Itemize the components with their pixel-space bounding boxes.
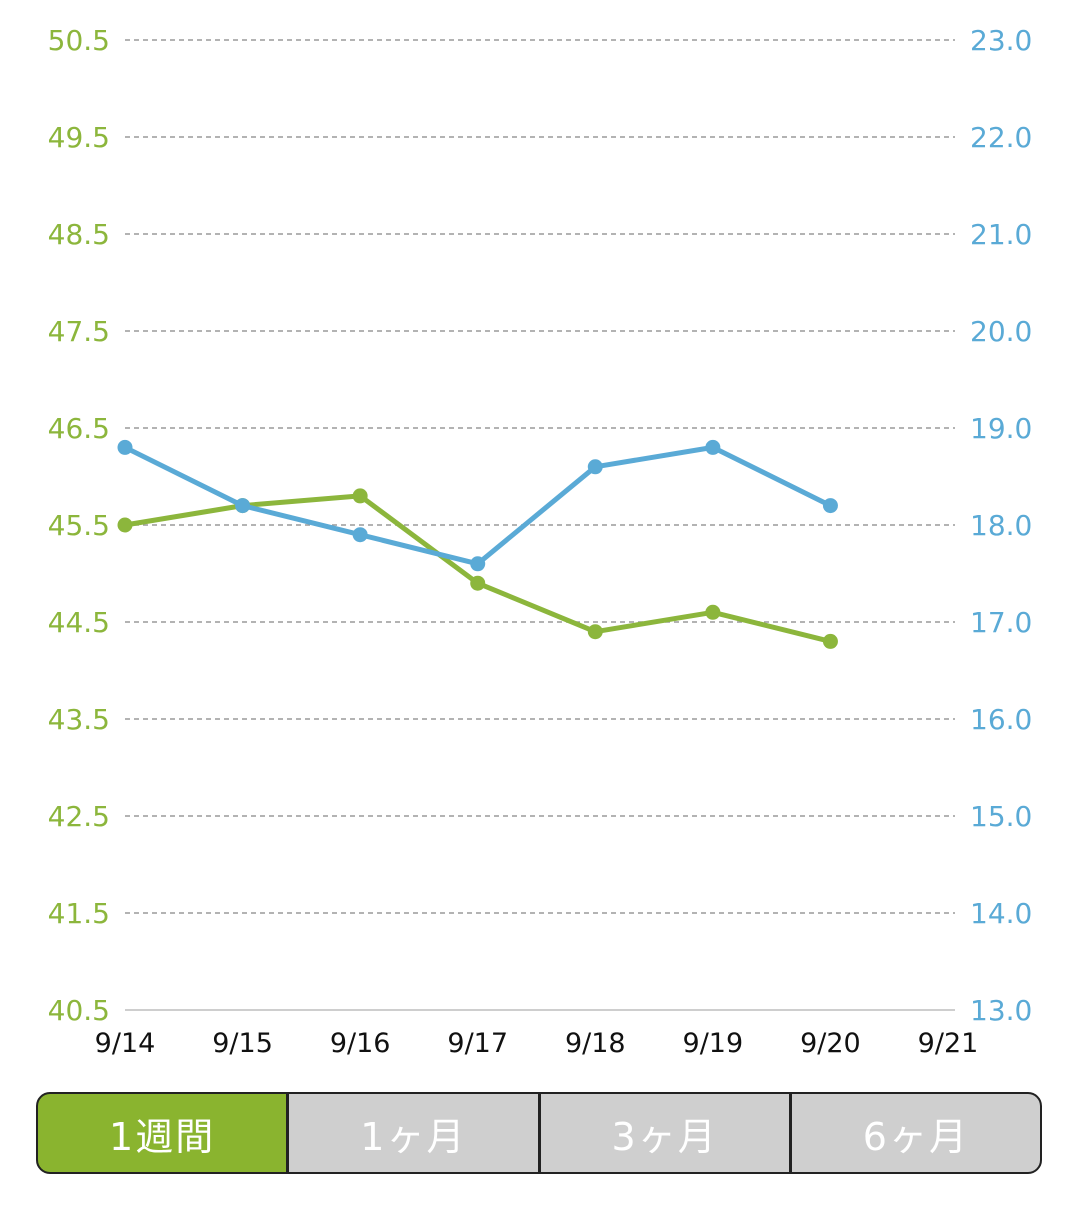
blue-series-point	[705, 439, 721, 455]
y-left-tick-label: 46.5	[48, 412, 110, 445]
left-y-axis: 50.5 49.5 48.5 47.5 46.5 45.5 44.5 43.5 42.5 41.5…	[48, 24, 110, 1027]
blue-series-point	[470, 556, 486, 572]
x-tick-label: 9/20	[800, 1028, 861, 1059]
x-tick-label: 9/19	[683, 1028, 744, 1059]
y-right-tick-label: 19.0	[970, 412, 1032, 445]
green-series-point	[822, 633, 838, 649]
y-right-tick-label: 20.0	[970, 315, 1032, 348]
x-tick-label: 9/14	[95, 1028, 156, 1059]
y-right-tick-label: 14.0	[970, 897, 1032, 930]
y-left-tick-label: 43.5	[48, 703, 110, 736]
y-right-tick-label: 22.0	[970, 121, 1032, 154]
tab-3-months[interactable]: 3ヶ月	[540, 1094, 789, 1172]
tab-1-week[interactable]: 1週間	[38, 1094, 287, 1172]
x-tick-label: 9/18	[565, 1028, 626, 1059]
y-left-tick-label: 50.5	[48, 24, 110, 57]
x-axis: 9/14 9/15 9/16 9/17 9/18 9/19 9/20 9/21	[95, 1028, 979, 1059]
y-left-tick-label: 44.5	[48, 606, 110, 639]
series-layer	[117, 439, 838, 649]
y-left-tick-label: 47.5	[48, 315, 110, 348]
y-right-tick-label: 16.0	[970, 703, 1032, 736]
x-tick-label: 9/17	[447, 1028, 508, 1059]
right-y-axis: 23.0 22.0 21.0 20.0 19.0 18.0 17.0 16.0 15.0 14.0…	[970, 24, 1032, 1027]
x-tick-label: 9/15	[212, 1028, 273, 1059]
y-right-tick-label: 17.0	[970, 606, 1032, 639]
period-selector: 1週間 1ヶ月 3ヶ月 6ヶ月	[36, 1092, 1042, 1174]
green-series-point	[705, 604, 721, 620]
blue-series-point	[352, 527, 368, 543]
green-series-point	[470, 575, 486, 591]
x-tick-label: 9/21	[918, 1028, 979, 1059]
y-right-tick-label: 18.0	[970, 509, 1032, 542]
line-chart: 50.5 49.5 48.5 47.5 46.5 45.5 44.5 43.5 42.5 41.5…	[48, 24, 1033, 1059]
y-left-tick-label: 49.5	[48, 121, 110, 154]
y-right-tick-label: 21.0	[970, 218, 1032, 251]
blue-series-point	[587, 459, 603, 475]
blue-series-point	[117, 439, 133, 455]
green-series-point	[587, 624, 603, 640]
x-tick-label: 9/16	[330, 1028, 391, 1059]
y-right-tick-label: 23.0	[970, 24, 1032, 57]
y-left-tick-label: 40.5	[48, 994, 110, 1027]
y-left-tick-label: 45.5	[48, 509, 110, 542]
y-left-tick-label: 48.5	[48, 218, 110, 251]
green-series-point	[117, 517, 133, 533]
tab-6-months[interactable]: 6ヶ月	[791, 1094, 1040, 1172]
y-left-tick-label: 42.5	[48, 800, 110, 833]
blue-series-point	[235, 498, 251, 514]
y-right-tick-label: 15.0	[970, 800, 1032, 833]
y-left-tick-label: 41.5	[48, 897, 110, 930]
y-right-tick-label: 13.0	[970, 994, 1032, 1027]
blue-series-point	[822, 498, 838, 514]
tab-1-month[interactable]: 1ヶ月	[289, 1094, 538, 1172]
green-series-point	[352, 488, 368, 504]
grid-lines	[125, 39, 955, 1011]
